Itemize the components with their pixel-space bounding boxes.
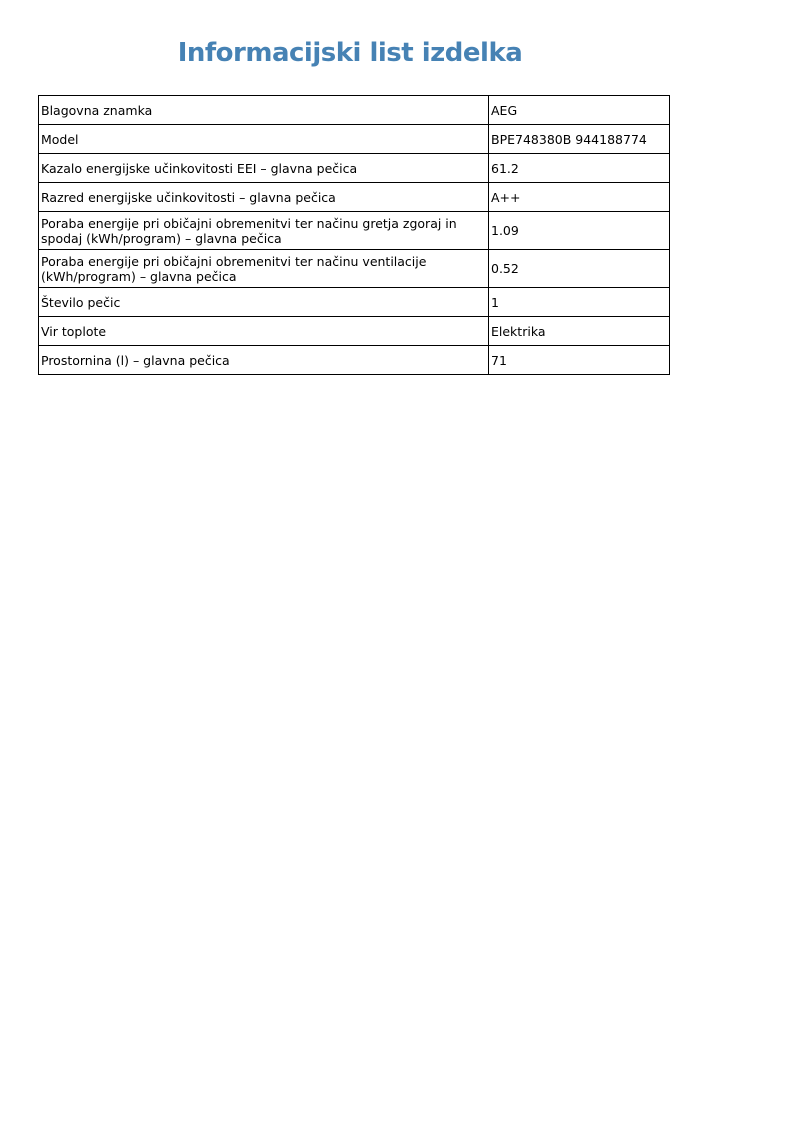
table-row: Poraba energije pri običajni obremenitvi… [38, 211, 670, 250]
row-value: 1 [488, 287, 670, 317]
row-value: BPE748380B 944188774 [488, 124, 670, 154]
table-row: Razred energijske učinkovitosti – glavna… [38, 182, 670, 212]
row-label: Vir toplote [38, 316, 489, 346]
row-value: 71 [488, 345, 670, 375]
row-value: 1.09 [488, 211, 670, 250]
row-label: Model [38, 124, 489, 154]
row-value: A++ [488, 182, 670, 212]
row-label: Število pečic [38, 287, 489, 317]
row-label: Blagovna znamka [38, 95, 489, 125]
table-row: Prostornina (l) – glavna pečica 71 [38, 345, 670, 375]
table-row: Število pečic 1 [38, 287, 670, 317]
row-label: Poraba energije pri običajni obremenitvi… [38, 249, 489, 288]
row-value: 61.2 [488, 153, 670, 183]
row-label: Poraba energije pri običajni obremenitvi… [38, 211, 489, 250]
row-label: Kazalo energijske učinkovitosti EEI – gl… [38, 153, 489, 183]
row-value: 0.52 [488, 249, 670, 288]
table-row: Vir toplote Elektrika [38, 316, 670, 346]
table-row: Blagovna znamka AEG [38, 95, 670, 125]
table-row: Model BPE748380B 944188774 [38, 124, 670, 154]
row-value: Elektrika [488, 316, 670, 346]
row-label: Razred energijske učinkovitosti – glavna… [38, 182, 489, 212]
table-row: Kazalo energijske učinkovitosti EEI – gl… [38, 153, 670, 183]
product-info-table: Blagovna znamka AEG Model BPE748380B 94418… [38, 95, 670, 375]
row-label: Prostornina (l) – glavna pečica [38, 345, 489, 375]
page-title: Informacijski list izdelka [177, 38, 523, 68]
row-value: AEG [488, 95, 670, 125]
table-row: Poraba energije pri običajni obremenitvi… [38, 249, 670, 288]
